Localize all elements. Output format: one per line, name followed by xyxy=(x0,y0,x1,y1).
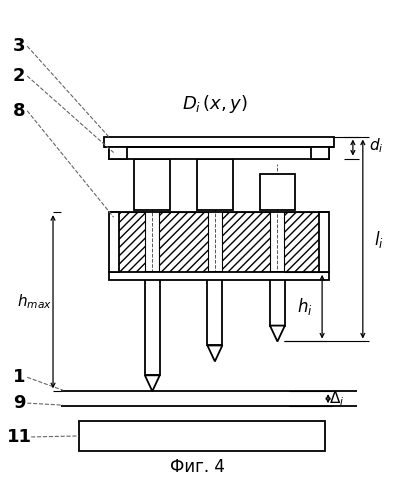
Bar xyxy=(159,212,208,272)
Text: 1: 1 xyxy=(13,368,26,386)
Text: Фиг. 4: Фиг. 4 xyxy=(169,458,225,476)
Text: 11: 11 xyxy=(7,428,32,446)
Bar xyxy=(207,272,222,345)
Polygon shape xyxy=(311,146,334,158)
Bar xyxy=(79,421,325,451)
Text: $d_i$: $d_i$ xyxy=(369,136,383,155)
Bar xyxy=(319,212,329,272)
Bar xyxy=(126,136,311,158)
Bar xyxy=(104,136,334,146)
Bar xyxy=(197,158,233,210)
Polygon shape xyxy=(207,346,222,362)
Text: 3: 3 xyxy=(13,37,26,55)
Bar xyxy=(222,212,270,272)
Text: $h_i$: $h_i$ xyxy=(297,296,313,317)
Polygon shape xyxy=(145,376,160,391)
Bar xyxy=(109,272,329,280)
Text: $\Delta_i$: $\Delta_i$ xyxy=(329,390,345,408)
Text: 8: 8 xyxy=(13,102,26,120)
Bar xyxy=(111,212,145,272)
Polygon shape xyxy=(104,146,126,158)
Bar xyxy=(145,272,160,376)
Bar xyxy=(109,146,329,158)
Text: 9: 9 xyxy=(13,394,26,412)
Bar xyxy=(109,212,119,272)
Text: $D_i\/(x,y)$: $D_i\/(x,y)$ xyxy=(182,93,248,115)
Bar xyxy=(134,158,170,210)
Text: $l_i$: $l_i$ xyxy=(374,228,383,250)
Bar xyxy=(284,212,327,272)
Text: 2: 2 xyxy=(13,67,26,85)
Bar xyxy=(260,174,295,210)
Text: $h_{max}$: $h_{max}$ xyxy=(17,292,52,311)
Polygon shape xyxy=(270,326,285,342)
Bar xyxy=(270,272,285,326)
